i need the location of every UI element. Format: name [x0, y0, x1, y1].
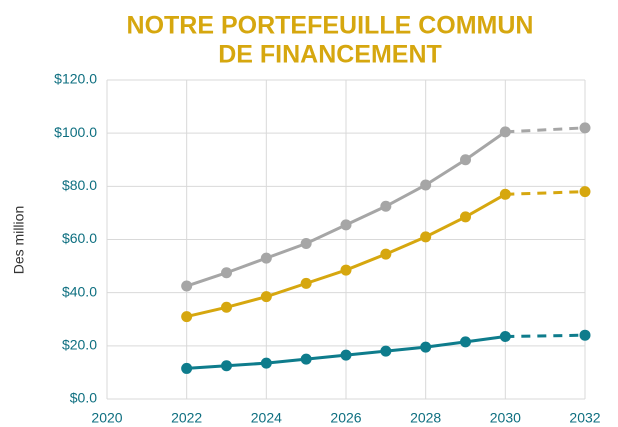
data-point	[300, 353, 312, 365]
x-tick-label: 2030	[490, 410, 521, 426]
data-point	[499, 188, 511, 200]
y-tick-label: $100.0	[54, 124, 97, 140]
y-tick-label: $40.0	[62, 283, 97, 299]
data-point	[420, 341, 432, 353]
data-point	[340, 264, 352, 276]
data-point	[460, 336, 471, 348]
y-tick-label: $80.0	[62, 177, 97, 193]
data-point	[340, 219, 352, 231]
x-tick-label: 2022	[171, 410, 202, 426]
data-point	[260, 252, 272, 264]
y-axis-label: Des million	[11, 206, 27, 274]
data-point	[181, 311, 193, 323]
chart-title: DE FINANCEMENT	[218, 41, 442, 69]
data-point	[181, 362, 193, 374]
data-point	[300, 237, 312, 249]
data-point	[260, 357, 272, 369]
data-point	[460, 211, 471, 223]
chart-title: NOTRE PORTEFEUILLE COMMUN	[127, 12, 534, 40]
projection-line	[505, 333, 586, 339]
y-tick-label: $120.0	[54, 71, 97, 87]
data-point	[579, 122, 591, 134]
data-point	[300, 277, 312, 289]
x-tick-label: 2032	[569, 410, 600, 426]
x-tick-label: 2028	[410, 410, 441, 426]
x-tick-label: 2026	[330, 410, 361, 426]
x-tick-label: 2024	[251, 410, 282, 426]
data-point	[579, 329, 591, 341]
data-point	[380, 248, 392, 260]
data-point	[380, 345, 392, 357]
data-point	[499, 331, 511, 343]
data-point	[221, 267, 232, 279]
y-tick-label: $60.0	[62, 230, 97, 246]
data-point	[181, 280, 193, 292]
y-tick-label: $20.0	[62, 337, 97, 353]
projection-line	[505, 126, 586, 134]
data-point	[420, 179, 432, 191]
data-point	[380, 200, 392, 212]
data-point	[460, 154, 471, 166]
data-point	[499, 126, 511, 138]
y-tick-label: $0.0	[70, 390, 97, 406]
data-point	[260, 291, 272, 303]
x-tick-label: 2020	[91, 410, 122, 426]
data-point	[420, 231, 432, 243]
data-point	[221, 360, 232, 372]
data-point	[340, 349, 352, 361]
projection-line	[505, 190, 586, 196]
data-point	[579, 186, 591, 198]
data-point	[221, 301, 232, 313]
